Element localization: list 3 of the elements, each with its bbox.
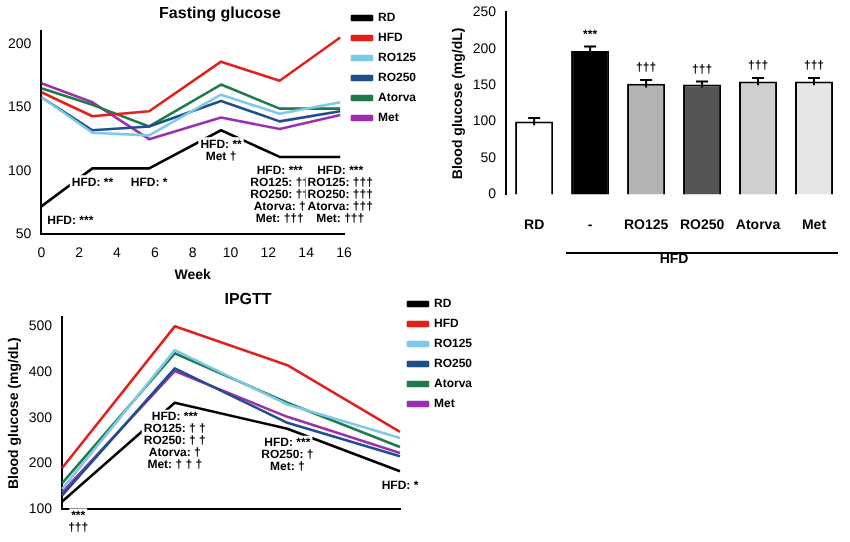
chart-title: IPGTT [224, 290, 272, 309]
bar [571, 50, 610, 195]
chart-title: Fasting glucose [159, 4, 282, 23]
